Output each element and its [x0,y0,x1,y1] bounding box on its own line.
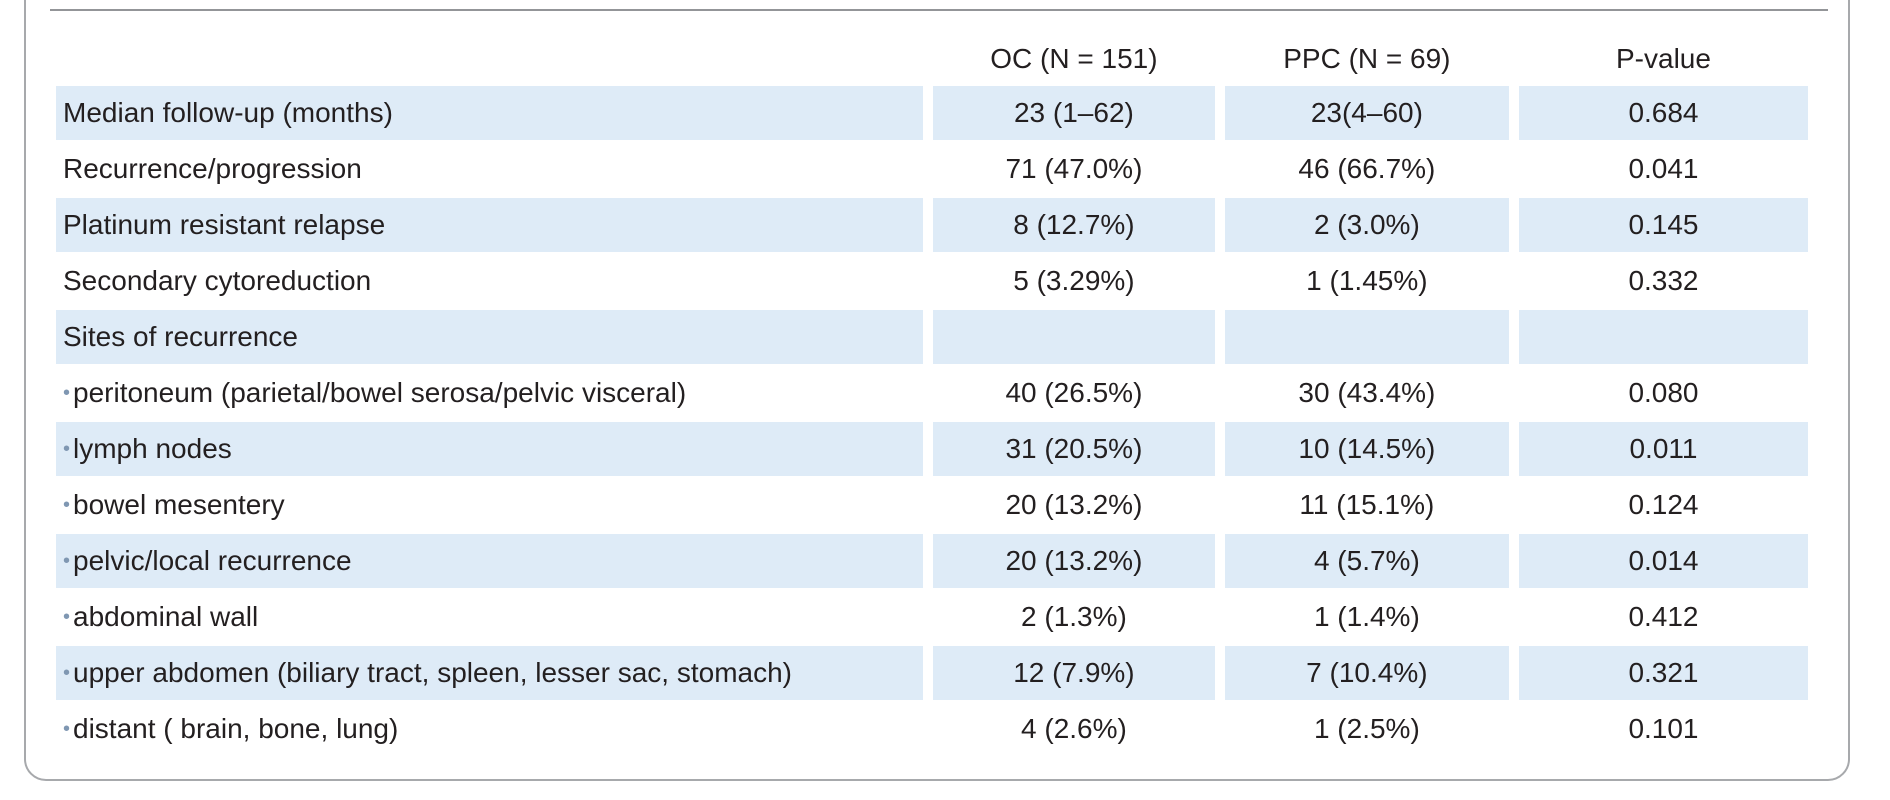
p-value: 0.011 [1518,422,1808,476]
p-value: 0.684 [1518,86,1808,140]
p-value: 0.080 [1628,377,1699,408]
p-value: 0.124 [1628,489,1699,520]
bullet-icon: • [63,438,71,460]
row-label: Median follow-up (months) [63,97,393,128]
ppc-value [1224,310,1509,364]
bullet-icon: • [63,550,71,572]
ppc-value: 2 (3.0%) [1224,198,1509,252]
oc-value: 2 (1.3%) [1021,601,1127,632]
row-label: peritoneum (parietal/bowel serosa/pelvic… [73,377,687,408]
column-header-ppc: PPC (N = 69) [1283,43,1451,74]
ppc-value: 4 (5.7%) [1224,534,1509,588]
p-value: 0.101 [1628,713,1699,744]
oc-value: 40 (26.5%) [1005,377,1143,408]
table-row: • upper abdomen (biliary tract, spleen, l… [56,646,1808,700]
row-label-cell: Secondary cytoreduction [56,254,923,308]
oc-value: 20 (13.2%) [1005,489,1143,520]
ppc-value: 1 (1.45%) [1306,265,1428,296]
row-label: bowel mesentery [73,489,285,520]
ppc-value: 23(4–60) [1224,86,1509,140]
column-header-label [56,34,923,84]
row-label: upper abdomen (biliary tract, spleen, le… [73,657,793,688]
table-row: • abdominal wall 2 (1.3%) 1 (1.4%) 0.412 [56,590,1808,644]
row-label-cell: • bowel mesentery [56,478,923,532]
table-row: • bowel mesentery 20 (13.2%) 11 (15.1%) 0.12… [56,478,1808,532]
bullet-icon: • [63,606,71,628]
oc-value: 31 (20.5%) [933,422,1215,476]
row-label: distant ( brain, bone, lung) [73,713,399,744]
column-header-oc: OC (N = 151) [990,43,1158,74]
p-value: 0.412 [1628,601,1699,632]
table-row: • distant ( brain, bone, lung) 4 (2.6%) 1 (… [56,702,1808,756]
p-value: 0.041 [1628,153,1699,184]
p-value [1518,310,1808,364]
table-row: Median follow-up (months) 23 (1–62) 23(4–6… [56,86,1808,140]
oc-value: 4 (2.6%) [1021,713,1127,744]
table-body: Median follow-up (months) 23 (1–62) 23(4–6… [56,86,1808,756]
table-row: • pelvic/local recurrence 20 (13.2%) 4 (5.7… [56,534,1808,588]
bullet-icon: • [63,494,71,516]
oc-value: 23 (1–62) [933,86,1215,140]
row-label: abdominal wall [73,601,259,632]
row-label-cell: • peritoneum (parietal/bowel serosa/pelvi… [56,366,923,420]
ppc-value: 1 (2.5%) [1313,713,1420,744]
table-row: Recurrence/progression 71 (47.0%) 46 (66.7… [56,142,1808,196]
p-value: 0.014 [1518,534,1808,588]
row-label: pelvic/local recurrence [73,545,352,576]
oc-value: 20 (13.2%) [933,534,1215,588]
oc-value: 71 (47.0%) [1005,153,1143,184]
p-value: 0.321 [1518,646,1808,700]
p-value: 0.145 [1518,198,1808,252]
row-label: lymph nodes [73,433,232,464]
table-header-row: OC (N = 151) PPC (N = 69) P-value [56,34,1808,84]
row-label-cell: • distant ( brain, bone, lung) [56,702,923,756]
bullet-icon: • [63,382,71,404]
row-label-cell: • lymph nodes [56,422,924,476]
row-label-cell: Median follow-up (months) [56,86,924,140]
table-row: Secondary cytoreduction 5 (3.29%) 1 (1.45%… [56,254,1808,308]
table-row: Platinum resistant relapse 8 (12.7%) 2 (3.… [56,198,1808,252]
ppc-value: 46 (66.7%) [1298,153,1436,184]
bullet-icon: • [63,662,71,684]
oc-value: 8 (12.7%) [933,198,1215,252]
row-label: Platinum resistant relapse [63,209,386,240]
ppc-value: 1 (1.4%) [1313,601,1420,632]
bullet-icon: • [63,718,71,740]
table-row: • lymph nodes 31 (20.5%) 10 (14.5%) 0.011 [56,422,1808,476]
ppc-value: 7 (10.4%) [1224,646,1509,700]
row-label: Recurrence/progression [63,153,362,184]
ppc-value: 10 (14.5%) [1224,422,1509,476]
row-label-cell: • pelvic/local recurrence [56,534,924,588]
oc-value [933,310,1215,364]
row-label: Secondary cytoreduction [63,265,372,296]
ppc-value: 30 (43.4%) [1298,377,1436,408]
row-label-cell: Platinum resistant relapse [56,198,924,252]
top-rule [50,9,1828,11]
row-label-cell: Sites of recurrence [56,310,924,364]
oc-value: 5 (3.29%) [1013,265,1135,296]
row-label-cell: • abdominal wall [56,590,923,644]
table-row: • peritoneum (parietal/bowel serosa/pelvi… [56,366,1808,420]
recurrence-table: OC (N = 151) PPC (N = 69) P-value Median… [46,32,1818,758]
p-value: 0.332 [1628,265,1699,296]
ppc-value: 11 (15.1%) [1299,489,1435,520]
row-label: Sites of recurrence [63,321,298,352]
column-header-p-value: P-value [1616,43,1711,74]
row-label-cell: • upper abdomen (biliary tract, spleen, l… [56,646,924,700]
row-label-cell: Recurrence/progression [56,142,923,196]
oc-value: 12 (7.9%) [933,646,1215,700]
table-row: Sites of recurrence [56,310,1808,364]
